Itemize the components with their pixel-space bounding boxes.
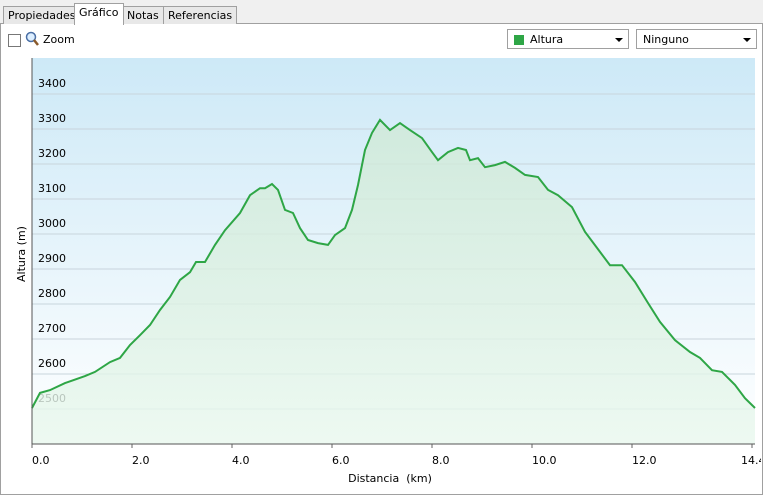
y-tick-label: 3400	[38, 77, 66, 90]
x-tick-label: 4.0	[232, 454, 250, 467]
y-tick-label: 2900	[38, 252, 66, 265]
y-axis-title: Altura (m)	[15, 226, 28, 282]
x-tick-label: 8.0	[432, 454, 450, 467]
y-tick-label: 2800	[38, 287, 66, 300]
x-axis-title: Distancia (km)	[348, 472, 432, 485]
x-tick-label: 0.0	[32, 454, 50, 467]
x-tick-label: 10.0	[532, 454, 557, 467]
line	[31, 118, 756, 409]
tab[interactable]: Gráfico	[74, 3, 124, 25]
chart: 2500260027002800290030003100320033003400…	[15, 58, 761, 485]
legend-swatch	[514, 35, 524, 45]
select-label: Ninguno	[643, 33, 689, 46]
x-tick-label: 2.0	[132, 454, 150, 467]
y-tick-label: 2700	[38, 322, 66, 335]
secondary-select[interactable]: Ninguno	[636, 29, 757, 49]
y-tick-label: 3000	[38, 217, 66, 230]
area	[32, 119, 755, 445]
tab[interactable]: Notas	[122, 6, 164, 24]
tab[interactable]: Propiedades	[3, 6, 81, 24]
y-tick-label: 2600	[38, 357, 66, 370]
x-tick-label: 12.0	[632, 454, 657, 467]
y-tick-label: 3200	[38, 147, 66, 160]
tab[interactable]: Referencias	[163, 6, 238, 24]
y-tick-label: 3300	[38, 112, 66, 125]
zoom-icon	[25, 31, 39, 46]
series-select[interactable]: Altura	[507, 29, 629, 49]
zoom-label: Zoom	[43, 33, 75, 46]
x-tick-label: 14.4	[741, 454, 761, 467]
y-tick-label: 3100	[38, 182, 66, 195]
checkbox[interactable]	[8, 34, 21, 47]
legend-label: Altura	[530, 33, 564, 46]
x-tick-label: 6.0	[332, 454, 350, 467]
